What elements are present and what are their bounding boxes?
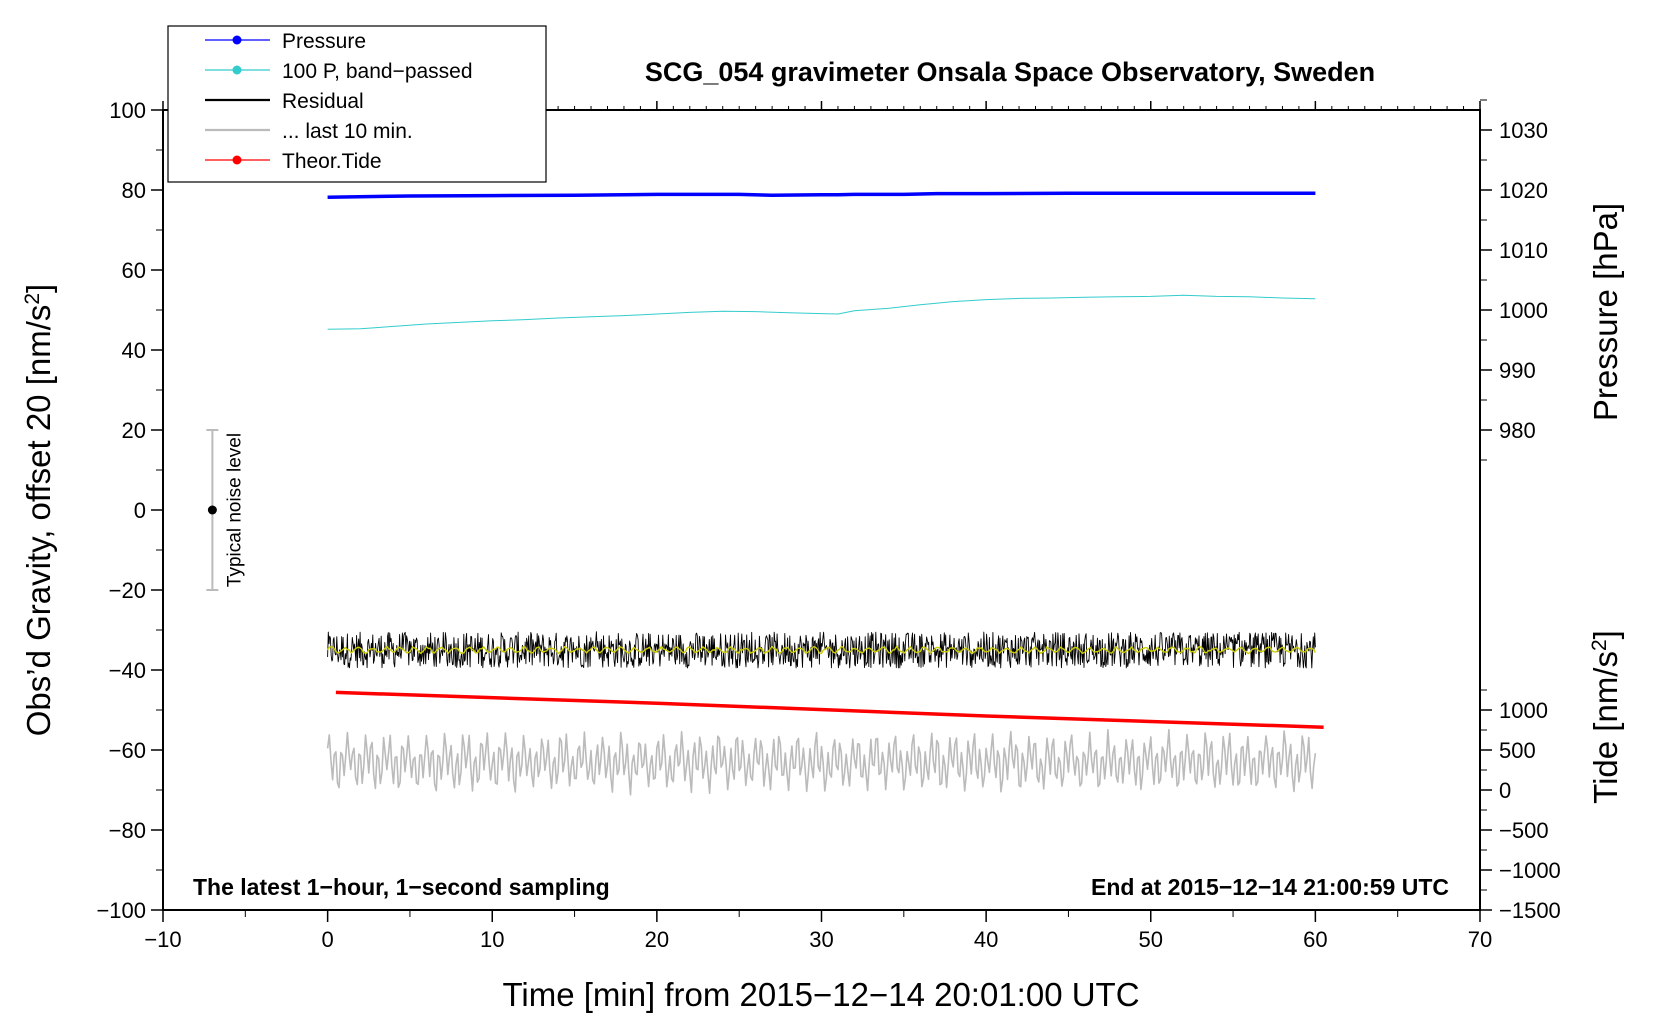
y-axis-tide-title-tail: ] — [1587, 630, 1624, 639]
y-axis-right-pressure: 980 990 1000 1010 1020 1030 — [1480, 99, 1548, 461]
x-tick-label: 20 — [645, 927, 669, 952]
y-tick-label: 20 — [122, 418, 146, 443]
legend-label: Pressure — [282, 30, 366, 53]
legend-label: Theor.Tide — [282, 150, 382, 173]
y-tick-label: 100 — [109, 98, 146, 123]
theor-tide-line — [335, 690, 1324, 729]
residual-line — [327, 631, 1316, 669]
y-axis-left: −100 −80 −60 −40 −20 0 20 40 60 80 100 — [96, 98, 163, 923]
series-layer — [326, 191, 1324, 796]
y-axis-pressure-title: Pressure [hPa] — [1587, 203, 1624, 421]
legend-label: Residual — [282, 90, 364, 113]
noise-bar: Typical noise level — [206, 429, 245, 591]
pressure-tick-label: 980 — [1499, 418, 1536, 443]
x-tick-label: −10 — [144, 927, 181, 952]
series-5-line — [327, 645, 1316, 655]
y-tick-label: 0 — [134, 498, 146, 523]
x-axis-title: Time [min] from 2015−12−14 20:01:00 UTC — [502, 976, 1139, 1013]
y-tick-label: −40 — [109, 658, 146, 683]
legend-marker — [232, 65, 242, 75]
y-axis-left-title-main: Obs’d Gravity, offset 20 [nm/s — [20, 305, 57, 737]
pressure-tick-label: 990 — [1499, 358, 1536, 383]
x-tick-label: 0 — [322, 927, 334, 952]
chart-title: SCG_054 gravimeter Onsala Space Observat… — [645, 57, 1375, 87]
annotation-bottom-right: End at 2015−12−14 21:00:59 UTC — [1091, 874, 1449, 900]
annotation-bottom-left: The latest 1−hour, 1−second sampling — [193, 874, 610, 900]
legend-box — [167, 25, 547, 183]
pressure-tick-label: 1030 — [1499, 118, 1548, 143]
tide-tick-label: 500 — [1499, 738, 1536, 763]
tide-tick-label: −1000 — [1499, 858, 1561, 883]
pressure-tick-label: 1000 — [1499, 298, 1548, 323]
x-tick-label: 40 — [974, 927, 998, 952]
y-tick-label: −100 — [96, 898, 146, 923]
tide-tick-label: 0 — [1499, 778, 1511, 803]
x-axis: −10 0 10 20 30 40 50 60 70 — [144, 101, 1492, 952]
x-tick-label: 50 — [1139, 927, 1163, 952]
tide-tick-label: −500 — [1499, 818, 1549, 843]
pressure-tick-label: 1020 — [1499, 178, 1548, 203]
y-tick-label: −80 — [109, 818, 146, 843]
x-tick-label: 70 — [1468, 927, 1492, 952]
y-axis-tide-title-main: Tide [nm/s — [1587, 651, 1624, 804]
y-axis-tide-title-sup: 2 — [1588, 639, 1611, 651]
y-axis-left-title-sup: 2 — [21, 293, 44, 305]
pressure-tick-label: 1010 — [1499, 238, 1548, 263]
legend-entries: Pressure 100 P, band−passed Residual ... la… — [205, 30, 473, 173]
tide-tick-label: 1000 — [1499, 698, 1548, 723]
y-axis-left-title-tail: ] — [20, 284, 57, 293]
y-axis-tide-title: Tide [nm/s2] — [1587, 630, 1624, 804]
y-tick-label: 40 — [122, 338, 146, 363]
legend: Pressure 100 P, band−passed Residual ... la… — [167, 25, 547, 183]
legend-marker — [232, 35, 242, 45]
legend-marker — [232, 155, 242, 165]
y-tick-label: 80 — [122, 178, 146, 203]
y-tick-label: 60 — [122, 258, 146, 283]
legend-label: 100 P, band−passed — [282, 60, 473, 83]
legend-label: ... last 10 min. — [282, 120, 413, 143]
y-tick-label: −60 — [109, 738, 146, 763]
x-tick-label: 60 — [1303, 927, 1327, 952]
plot-frame — [162, 109, 1481, 911]
y-axis-right-tide: −1500 −1000 −500 0 500 1000 — [1480, 689, 1561, 923]
y-axis-left-title: Obs’d Gravity, offset 20 [nm/s2] — [20, 284, 57, 736]
noise-bar-dot — [207, 505, 217, 515]
tide-tick-label: −1500 — [1499, 898, 1561, 923]
y-tick-label: −20 — [109, 578, 146, 603]
100-p-band-passed-line — [327, 294, 1316, 330]
last-10-min-line — [326, 728, 1317, 796]
pressure-line — [327, 191, 1316, 199]
noise-bar-label: Typical noise level — [224, 433, 245, 587]
x-tick-label: 30 — [809, 927, 833, 952]
x-tick-label: 10 — [480, 927, 504, 952]
